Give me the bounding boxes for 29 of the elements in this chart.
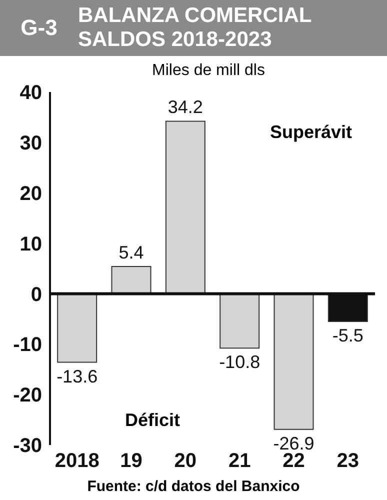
- y-tick-label: 20: [20, 182, 42, 205]
- y-tick-label: 40: [20, 82, 42, 104]
- x-tick-label: 2018: [54, 450, 100, 472]
- annotation: Superávit: [270, 122, 352, 143]
- y-tick-label: -20: [13, 384, 42, 407]
- bar: [111, 266, 152, 294]
- data-label: 34.2: [168, 97, 203, 118]
- x-tick-label: 21: [228, 450, 251, 472]
- data-label: -5.5: [332, 325, 364, 346]
- y-axis-title: Miles de mill dls: [151, 62, 266, 80]
- chart-title: BALANZA COMERCIAL SALDOS 2018-2023: [78, 4, 312, 52]
- data-label: -13.6: [56, 366, 98, 386]
- x-tick-label: 23: [336, 450, 360, 472]
- bar: [165, 120, 206, 294]
- data-label: 5.4: [118, 242, 144, 262]
- text: G-3: [20, 15, 58, 41]
- y-tick-label: -10: [13, 334, 42, 356]
- annotation: Déficit: [125, 410, 180, 431]
- y-tick-label: 10: [20, 233, 42, 256]
- y-tick-label: 30: [20, 132, 42, 155]
- x-tick-label: 19: [120, 450, 142, 472]
- bar: [274, 293, 314, 430]
- source-note: Fuente: c/d datos del Banxico: [86, 478, 301, 495]
- x-tick-label: 20: [174, 450, 197, 472]
- y-tick-label: 0: [30, 284, 42, 306]
- data-label: -10.8: [219, 352, 260, 372]
- y-tick-label: -30: [13, 435, 42, 458]
- bar: [57, 293, 98, 363]
- bar: [220, 293, 260, 349]
